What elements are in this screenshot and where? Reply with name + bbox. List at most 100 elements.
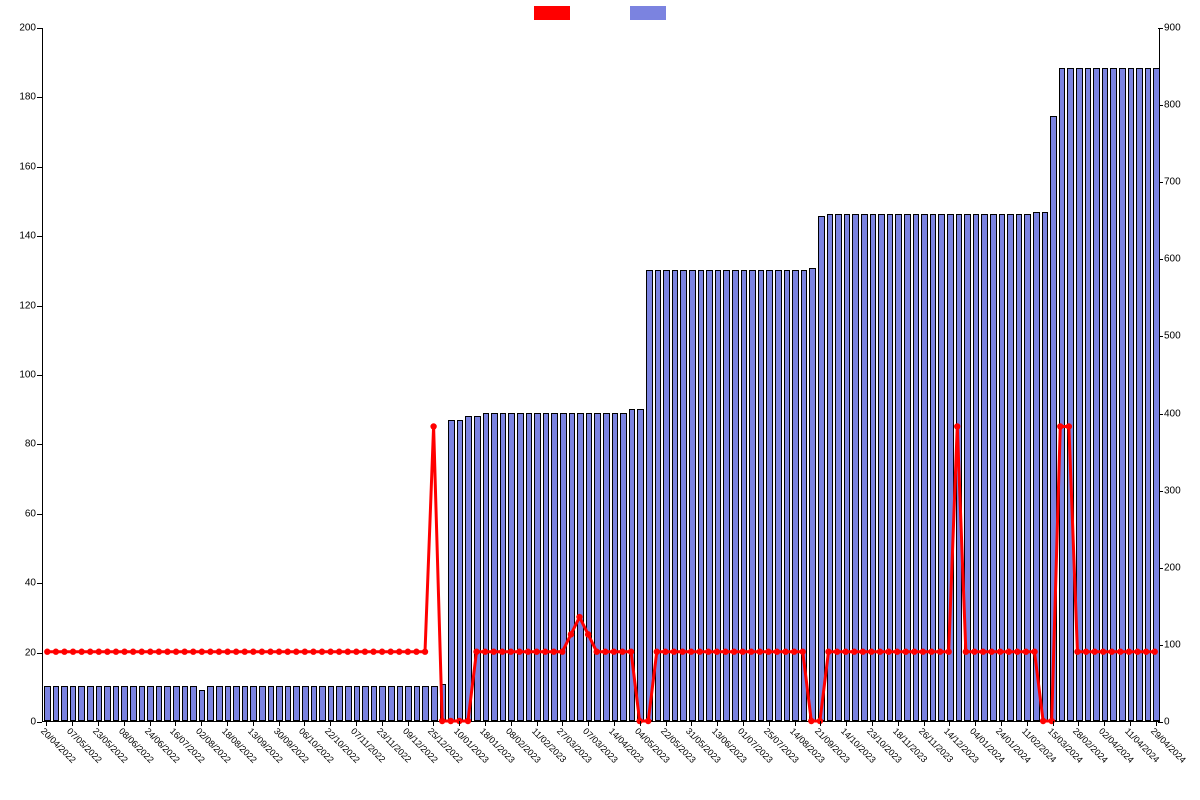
line-marker (1117, 649, 1123, 655)
line-marker (1109, 649, 1115, 655)
line-marker (422, 649, 428, 655)
line-marker (139, 649, 145, 655)
line-marker (774, 649, 780, 655)
line-marker (654, 649, 660, 655)
line-marker (121, 649, 127, 655)
line-marker (1143, 649, 1149, 655)
line-marker (765, 649, 771, 655)
line-marker (868, 649, 874, 655)
y-left-tick-label: 20 (25, 647, 36, 658)
y-left-tick-label: 60 (25, 508, 36, 519)
line-marker (1031, 649, 1037, 655)
line-marker (954, 423, 960, 429)
y-left-tick-label: 140 (19, 231, 36, 242)
x-tick (949, 721, 950, 726)
line-marker (748, 649, 754, 655)
line-marker (396, 649, 402, 655)
y-right-tick-label: 800 (1164, 100, 1181, 111)
x-tick (304, 721, 305, 726)
line-marker (147, 649, 153, 655)
x-tick (433, 721, 434, 726)
line-marker (1134, 649, 1140, 655)
line-marker (327, 649, 333, 655)
line-marker (628, 649, 634, 655)
line-marker (714, 649, 720, 655)
line-marker (997, 649, 1003, 655)
x-axis: 20/04/202207/05/202223/05/202208/06/2022… (42, 722, 1160, 800)
y-left-tick-label: 180 (19, 92, 36, 103)
line-marker (980, 649, 986, 655)
line-marker (353, 649, 359, 655)
y-left-tick-label: 160 (19, 161, 36, 172)
line-marker (671, 649, 677, 655)
line-marker (130, 649, 136, 655)
line-marker (877, 649, 883, 655)
line-marker (242, 649, 248, 655)
x-tick (691, 721, 692, 726)
line-marker (224, 649, 230, 655)
line-marker (267, 649, 273, 655)
line-marker (731, 649, 737, 655)
line-marker (885, 649, 891, 655)
line-marker (199, 649, 205, 655)
x-tick (46, 721, 47, 726)
line-marker (611, 649, 617, 655)
line-marker (181, 649, 187, 655)
line-marker (508, 649, 514, 655)
line-marker (1014, 649, 1020, 655)
line-marker (1083, 649, 1089, 655)
line-marker (250, 649, 256, 655)
y-right-tick-label: 0 (1164, 717, 1170, 728)
line-marker (937, 649, 943, 655)
line-marker (319, 649, 325, 655)
x-tick (175, 721, 176, 726)
line-marker (1074, 649, 1080, 655)
line-marker (387, 649, 393, 655)
line-marker (594, 649, 600, 655)
y-right-tick-label: 300 (1164, 485, 1181, 496)
line-marker (662, 649, 668, 655)
line-marker (551, 649, 557, 655)
line-marker (757, 649, 763, 655)
line-marker (800, 649, 806, 655)
line-marker (739, 649, 745, 655)
line-marker (473, 649, 479, 655)
line-marker (302, 649, 308, 655)
y-axis-right: 0100200300400500600700800900 (1158, 28, 1200, 722)
line-marker (259, 649, 265, 655)
y-right-tick-label: 200 (1164, 562, 1181, 573)
legend-item-line (534, 6, 570, 20)
y-right-tick-label: 100 (1164, 639, 1181, 650)
line-marker (516, 649, 522, 655)
x-tick (1078, 721, 1079, 726)
line-marker (705, 649, 711, 655)
y-axis-left: 020406080100120140160180200 (0, 28, 42, 722)
line-marker (379, 649, 385, 655)
x-tick (820, 721, 821, 726)
y-right-tick-label: 600 (1164, 254, 1181, 265)
line-marker (190, 649, 196, 655)
line-marker (44, 649, 50, 655)
line-marker (619, 649, 625, 655)
line-marker (499, 649, 505, 655)
line-marker (113, 649, 119, 655)
line-marker (293, 649, 299, 655)
line-marker (860, 649, 866, 655)
line-marker (276, 649, 282, 655)
line-marker (233, 649, 239, 655)
line-marker (963, 649, 969, 655)
dual-axis-chart: 020406080100120140160180200 010020030040… (0, 0, 1200, 800)
line-marker (911, 649, 917, 655)
line-marker (920, 649, 926, 655)
line-marker (156, 649, 162, 655)
line-marker (842, 649, 848, 655)
line-marker (576, 614, 582, 620)
y-right-tick-label: 500 (1164, 331, 1181, 342)
line-marker (1100, 649, 1106, 655)
line-marker (1152, 649, 1158, 655)
line-marker (173, 649, 179, 655)
line-marker (559, 649, 565, 655)
line-marker (945, 649, 951, 655)
line-marker (430, 423, 436, 429)
line-marker (490, 649, 496, 655)
